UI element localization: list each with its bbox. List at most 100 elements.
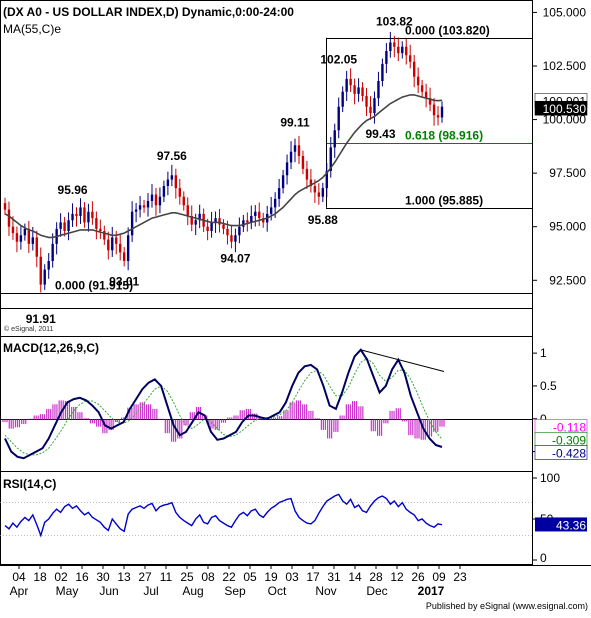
candle-body <box>63 222 66 231</box>
candle-body <box>353 85 356 94</box>
candle-body <box>194 220 197 225</box>
rsi-tag-box <box>535 517 587 532</box>
candle-body <box>250 216 253 223</box>
macd-tick-label: 0.5 <box>540 379 557 393</box>
candle-body <box>67 220 70 231</box>
candle-body <box>389 42 392 51</box>
candle-body <box>262 218 265 223</box>
candle-body <box>357 87 360 94</box>
price-annotation: 102.05 <box>320 53 357 67</box>
price-tag-box <box>534 100 588 116</box>
price-annotation: 94.07 <box>220 252 250 266</box>
candle-body <box>150 194 154 201</box>
footer-credit: Published by eSignal (www.esignal.com) <box>426 601 588 611</box>
candle-body <box>71 213 74 221</box>
macd-tag-label: -0.118 <box>553 421 586 435</box>
candle-body <box>365 96 368 107</box>
price-annotation: 91.91 <box>26 312 56 326</box>
x-month-label: Oct <box>268 584 287 598</box>
macd-label: MACD(12,26,9,C) <box>3 341 99 355</box>
candle-body <box>91 211 94 219</box>
candle-body <box>190 216 193 225</box>
candle-body <box>87 211 90 223</box>
candle-body <box>154 194 158 206</box>
x-month-label: Sep <box>224 584 246 598</box>
rsi-label: RSI(14,C) <box>3 477 56 491</box>
x-month-label: May <box>56 584 79 598</box>
fib-level-label: 0.618 (98.916) <box>405 129 483 143</box>
candle-body <box>424 91 428 99</box>
candle-body <box>174 175 178 189</box>
candle-body <box>47 261 50 270</box>
candle-body <box>107 239 110 251</box>
candle-body <box>19 235 23 242</box>
ma55-line <box>4 94 443 239</box>
candle-body <box>254 211 257 216</box>
candle-body <box>293 145 297 152</box>
x-day-label: 08 <box>201 570 215 584</box>
candle-body <box>59 222 62 229</box>
x-day-label: 19 <box>264 570 278 584</box>
candle-body <box>416 76 420 86</box>
candle-body <box>432 104 436 116</box>
candle-body <box>222 224 225 229</box>
macd-tag-box <box>534 445 588 460</box>
candle-body <box>369 106 372 114</box>
candle-body <box>393 42 396 47</box>
candle-body <box>186 205 189 216</box>
candle-body <box>158 196 162 206</box>
x-month-label: Apr <box>10 584 29 598</box>
chart-title: (DX A0 - US DOLLAR INDEX,D) Dynamic,0:00… <box>3 5 294 19</box>
candle-body <box>381 63 384 81</box>
candle-body <box>218 218 221 225</box>
candle-body <box>289 151 293 163</box>
candle-body <box>305 168 309 180</box>
x-day-label: 23 <box>453 570 467 584</box>
fib-level-label: 1.000 (95.885) <box>405 194 483 208</box>
candle-body <box>440 106 444 118</box>
candle-body <box>27 228 31 244</box>
candle-body <box>436 115 440 118</box>
x-month-label: Jul <box>143 584 158 598</box>
x-day-label: 30 <box>96 570 110 584</box>
candle-body <box>134 209 138 212</box>
candle-body <box>329 147 332 171</box>
candle-body <box>385 51 388 64</box>
candle-body <box>273 198 277 208</box>
x-day-label: 11 <box>160 570 173 584</box>
candle-body <box>206 226 209 231</box>
candle-body <box>325 171 328 189</box>
candle-body <box>178 188 181 197</box>
x-day-label: 04 <box>12 570 26 584</box>
x-day-label: 27 <box>138 570 152 584</box>
x-day-label: 05 <box>243 570 257 584</box>
price-annotation: 99.11 <box>280 116 310 130</box>
candle-body <box>281 175 285 189</box>
x-day-label: 31 <box>327 570 341 584</box>
candle-body <box>309 179 313 186</box>
candle-body <box>122 252 126 261</box>
x-day-label: 13 <box>117 570 131 584</box>
candle-body <box>130 211 134 236</box>
candle-body <box>138 205 142 210</box>
candle-body <box>238 226 241 236</box>
price-annotation: 95.96 <box>58 183 88 197</box>
watermark: © eSignal, 2011 <box>4 325 54 333</box>
ma-label: MA(55,C)e <box>3 22 61 36</box>
price-annotation: 103.82 <box>376 15 413 29</box>
macd-divergence-line <box>360 349 445 372</box>
candle-body <box>277 188 281 199</box>
x-day-label: 16 <box>75 570 89 584</box>
x-day-label: 02 <box>54 570 68 584</box>
x-month-label: Aug <box>182 584 203 598</box>
candle-body <box>405 46 408 56</box>
candle-body <box>333 130 336 148</box>
candle-body <box>162 186 166 197</box>
candle-body <box>142 205 146 208</box>
candle-body <box>234 235 237 242</box>
candle-body <box>258 211 261 219</box>
candle-body <box>321 188 325 197</box>
price-tick-label: 105.000 <box>543 5 587 19</box>
